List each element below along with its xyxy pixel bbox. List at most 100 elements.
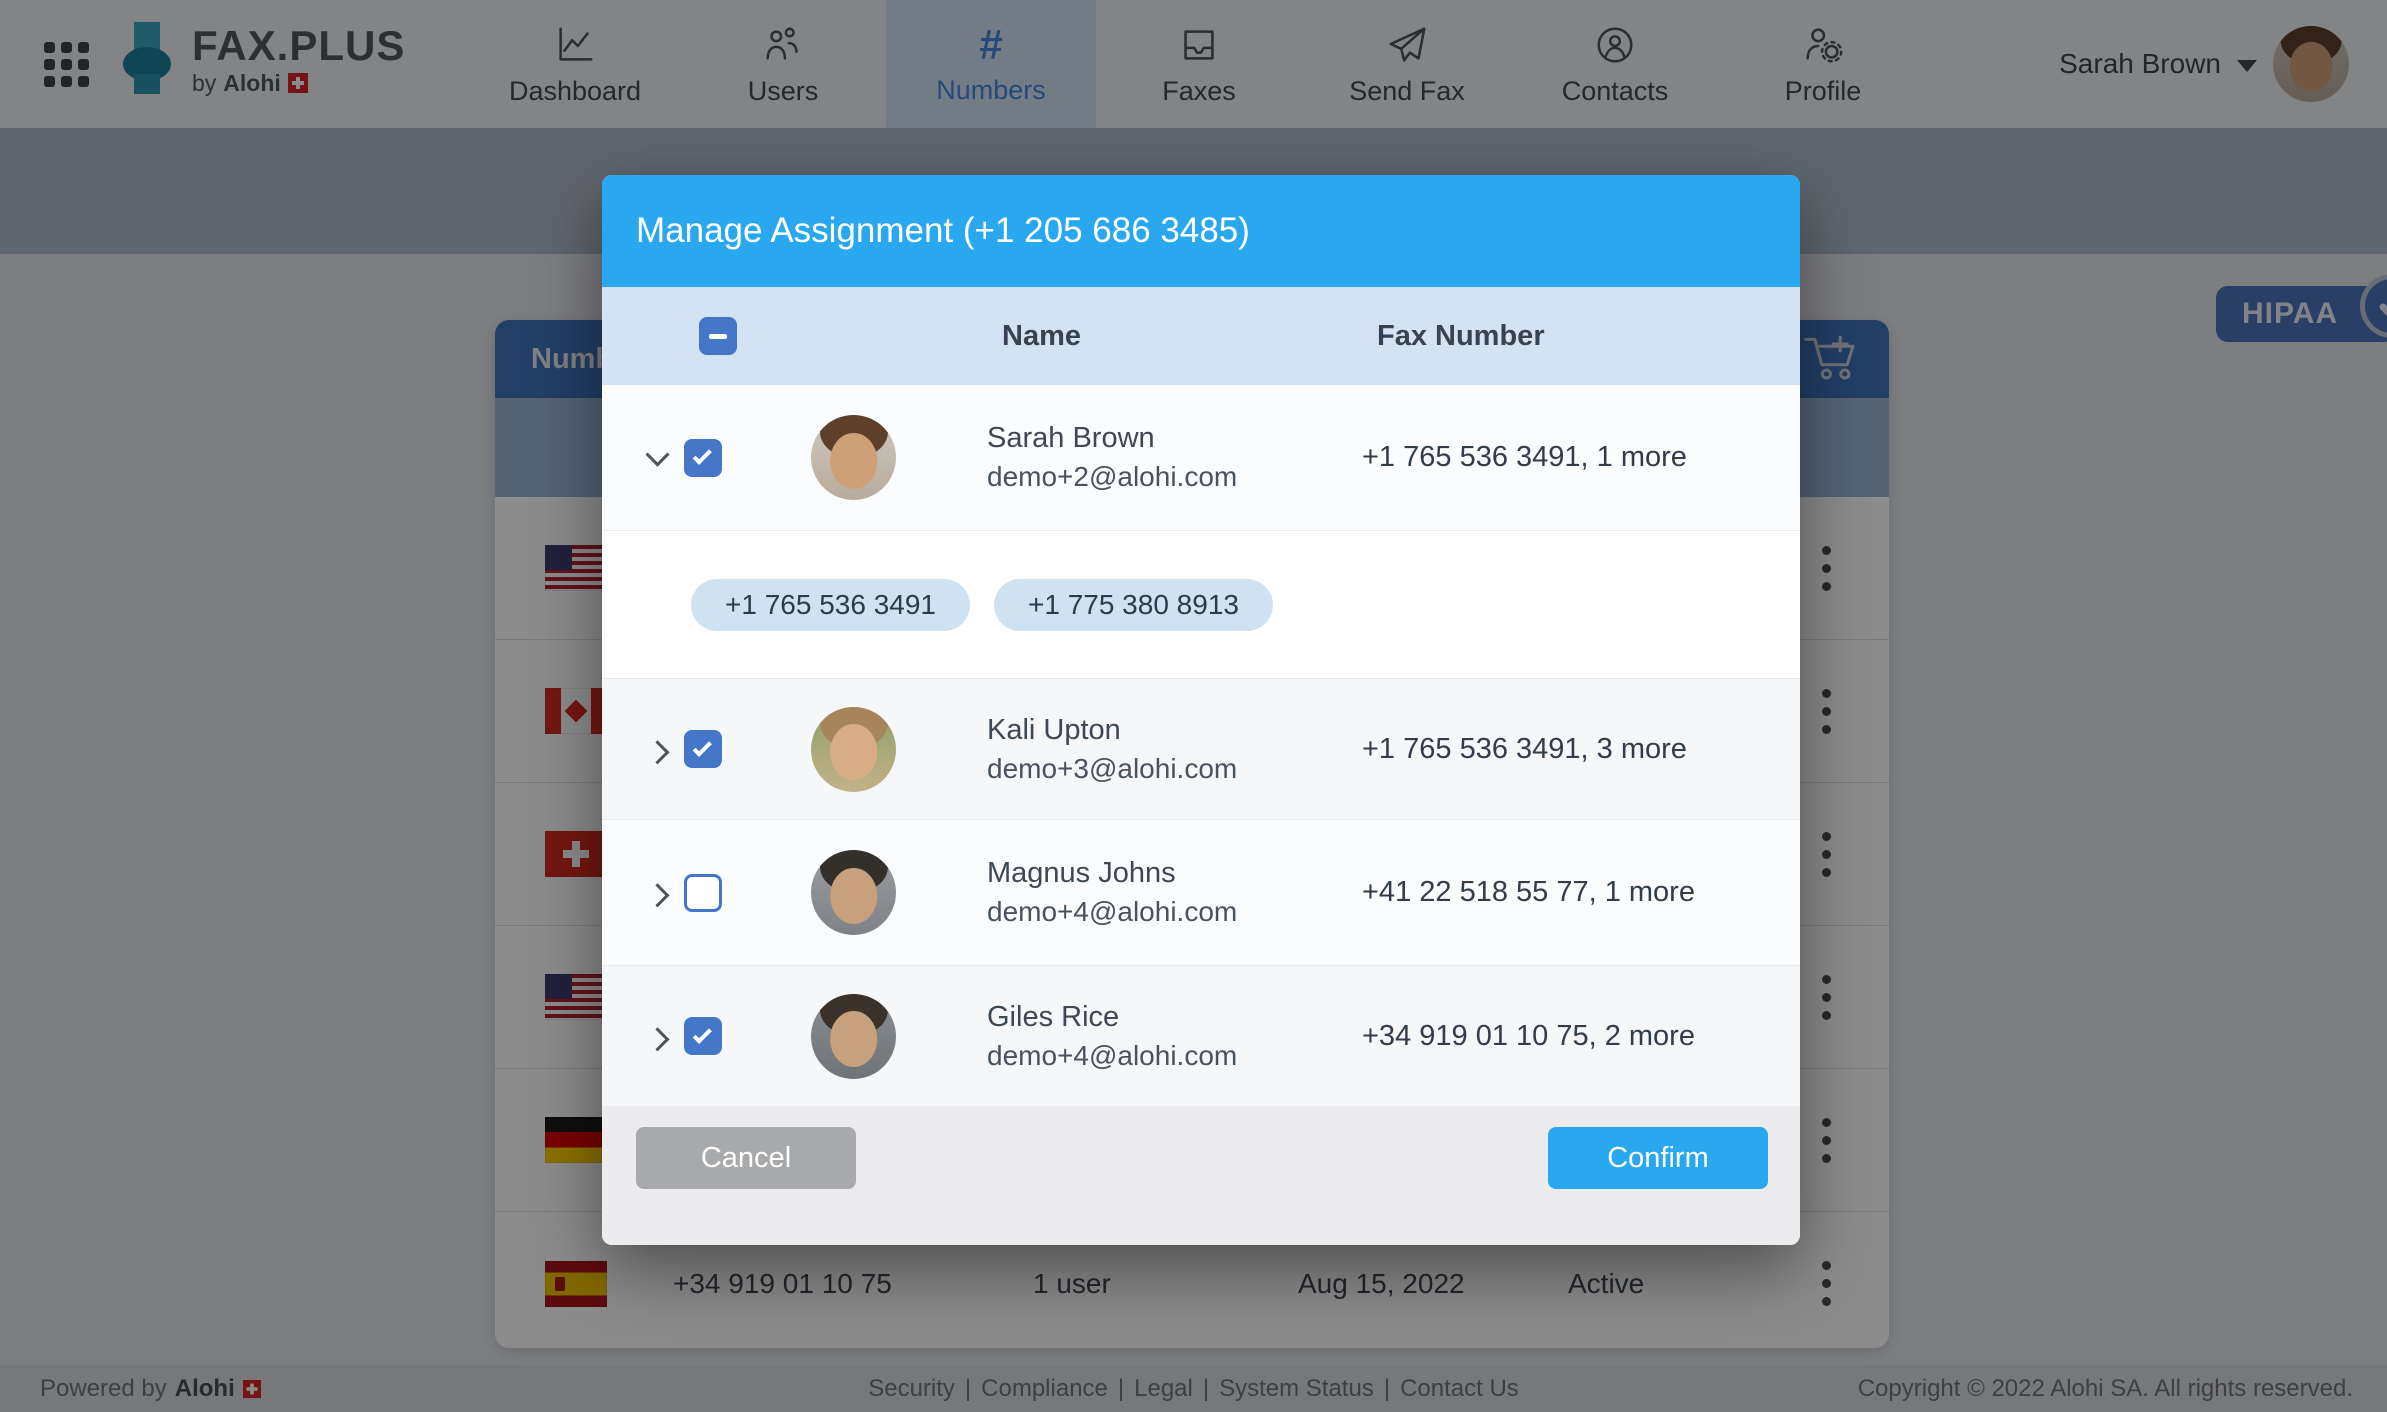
modal-header: Manage Assignment (+1 205 686 3485) (602, 175, 1800, 287)
fax-numbers-summary: +41 22 518 55 77, 1 more (1362, 876, 1695, 908)
avatar (811, 415, 896, 500)
user-menu[interactable]: Sarah Brown (2059, 0, 2349, 128)
nav-tab-send-fax[interactable]: Send Fax (1302, 0, 1512, 128)
row-checkbox[interactable] (684, 730, 722, 768)
separator: | (1202, 1374, 1210, 1402)
fax-number-chip[interactable]: +1 775 380 8913 (993, 578, 1273, 631)
nav-tab-users[interactable]: Users (678, 0, 888, 128)
assignment-row[interactable]: Sarah Brown demo+2@alohi.com +1 765 536 … (602, 385, 1800, 531)
row-menu-icon[interactable] (1822, 545, 1831, 591)
logo-title: FAX.PLUS (192, 21, 406, 69)
canada-flag-icon (545, 688, 607, 734)
user-name: Kali Upton (987, 713, 1121, 746)
footer-link-legal[interactable]: Legal (1134, 1374, 1193, 1402)
nav-label: Contacts (1561, 75, 1669, 106)
select-all-checkbox[interactable] (699, 317, 737, 355)
row-menu-icon[interactable] (1822, 974, 1831, 1020)
hash-icon: # (979, 20, 1003, 68)
user-name: Sarah Brown (987, 422, 1155, 454)
row-menu-icon[interactable] (1822, 688, 1831, 734)
hipaa-badge: HIPAA (2216, 274, 2387, 342)
assignment-row[interactable]: Magnus Johns demo+4@alohi.com +41 22 518… (602, 820, 1800, 966)
dashboard-chart-icon (559, 26, 593, 61)
nav-tab-profile[interactable]: Profile (1718, 0, 1928, 128)
inbox-icon (1184, 29, 1214, 60)
us-flag-icon (545, 974, 607, 1020)
fax-plus-logo[interactable]: FAX.PLUS by Alohi (112, 18, 405, 102)
modal-table-header: Name Fax Number (602, 287, 1800, 385)
page-footer: Powered by Alohi Security | Compliance |… (0, 1365, 2387, 1412)
fax-numbers-summary: +1 765 536 3491, 1 more (1362, 441, 1687, 473)
user-email: demo+3@alohi.com (987, 752, 1238, 784)
nav-label: Send Fax (1349, 75, 1465, 106)
fax-number-chip[interactable]: +1 765 536 3491 (691, 578, 970, 631)
swiss-flag-icon (242, 1379, 261, 1398)
user-name: Giles Rice (987, 1000, 1120, 1033)
row-checkbox[interactable] (684, 438, 722, 477)
status-cell: Active (1568, 1267, 1645, 1299)
separator: | (964, 1374, 972, 1402)
apps-grid-icon[interactable] (44, 42, 90, 88)
modal-footer: Cancel Confirm (602, 1107, 1800, 1245)
chevron-down-icon[interactable] (644, 442, 670, 470)
column-header-fax-number: Fax Number (1377, 319, 1545, 352)
nav-tab-faxes[interactable]: Faxes (1094, 0, 1304, 128)
users-icon (766, 26, 798, 60)
hipaa-badge-label: HIPAA (2242, 297, 2339, 330)
footer-link-security[interactable]: Security (868, 1374, 955, 1402)
assignment-row[interactable]: Giles Rice demo+4@alohi.com +34 919 01 1… (602, 966, 1800, 1107)
footer-link-compliance[interactable]: Compliance (981, 1374, 1108, 1402)
add-to-cart-icon[interactable] (1801, 330, 1861, 393)
logo-subtitle: by Alohi (192, 70, 405, 97)
user-avatar[interactable] (2273, 26, 2349, 102)
cancel-button[interactable]: Cancel (636, 1127, 856, 1189)
users-count-cell: 1 user (1033, 1267, 1111, 1299)
footer-link-contact-us[interactable]: Contact Us (1400, 1374, 1519, 1402)
footer-link-system-status[interactable]: System Status (1219, 1374, 1374, 1402)
chevron-down-icon (2237, 60, 2257, 72)
footer-links: Security | Compliance | Legal | System S… (868, 1375, 1519, 1403)
table-row[interactable]: +34 919 01 10 75 1 user Aug 15, 2022 Act… (495, 1212, 1889, 1355)
avatar (811, 993, 896, 1079)
nav-label: Dashboard (508, 75, 642, 106)
footer-brand-text[interactable]: Alohi (174, 1374, 235, 1402)
assignment-row[interactable]: Kali Upton demo+3@alohi.com +1 765 536 3… (602, 679, 1800, 820)
user-name: Magnus Johns (987, 857, 1176, 889)
avatar (811, 706, 896, 792)
avatar (811, 850, 896, 935)
nav-tab-contacts[interactable]: Contacts (1510, 0, 1720, 128)
nav-label: Faxes (1162, 75, 1236, 106)
powered-by-text: Powered by (40, 1374, 167, 1402)
top-navbar: FAX.PLUS by Alohi Dashboard User (0, 0, 2387, 128)
modal-title: Manage Assignment (+1 205 686 3485) (636, 211, 1250, 250)
chevron-right-icon[interactable] (644, 737, 670, 764)
row-menu-icon[interactable] (1822, 1261, 1831, 1306)
row-checkbox[interactable] (684, 1017, 722, 1055)
logo-brand-text: Alohi (223, 69, 281, 96)
row-checkbox[interactable] (684, 873, 722, 912)
fax-machine-logo-icon (123, 22, 171, 94)
separator: | (1117, 1374, 1125, 1402)
row-menu-icon[interactable] (1822, 831, 1831, 877)
user-email: demo+4@alohi.com (987, 1039, 1238, 1071)
nav-tab-numbers[interactable]: # Numbers (886, 0, 1096, 128)
confirm-button[interactable]: Confirm (1548, 1127, 1768, 1189)
logo-by-text: by (192, 69, 217, 96)
row-menu-icon[interactable] (1822, 1117, 1831, 1163)
chevron-right-icon[interactable] (644, 1024, 670, 1051)
fax-numbers-summary: +1 765 536 3491, 3 more (1362, 732, 1687, 765)
nav-tab-dashboard[interactable]: Dashboard (470, 0, 680, 128)
nav-label: Profile (1784, 75, 1862, 106)
user-name: Sarah Brown (2059, 48, 2221, 79)
separator: | (1383, 1374, 1391, 1402)
fax-number-cell: +34 919 01 10 75 (673, 1267, 892, 1299)
powered-by: Powered by Alohi (40, 1375, 261, 1403)
chevron-right-icon[interactable] (644, 881, 670, 908)
profile-gear-icon (1806, 27, 1843, 63)
us-flag-icon (545, 545, 607, 591)
expanded-numbers-panel: +1 765 536 3491 +1 775 380 8913 (602, 531, 1800, 679)
contact-icon (1597, 26, 1633, 63)
nav-label: Users (747, 75, 819, 106)
date-cell: Aug 15, 2022 (1298, 1267, 1465, 1299)
spain-flag-icon (545, 1260, 607, 1307)
